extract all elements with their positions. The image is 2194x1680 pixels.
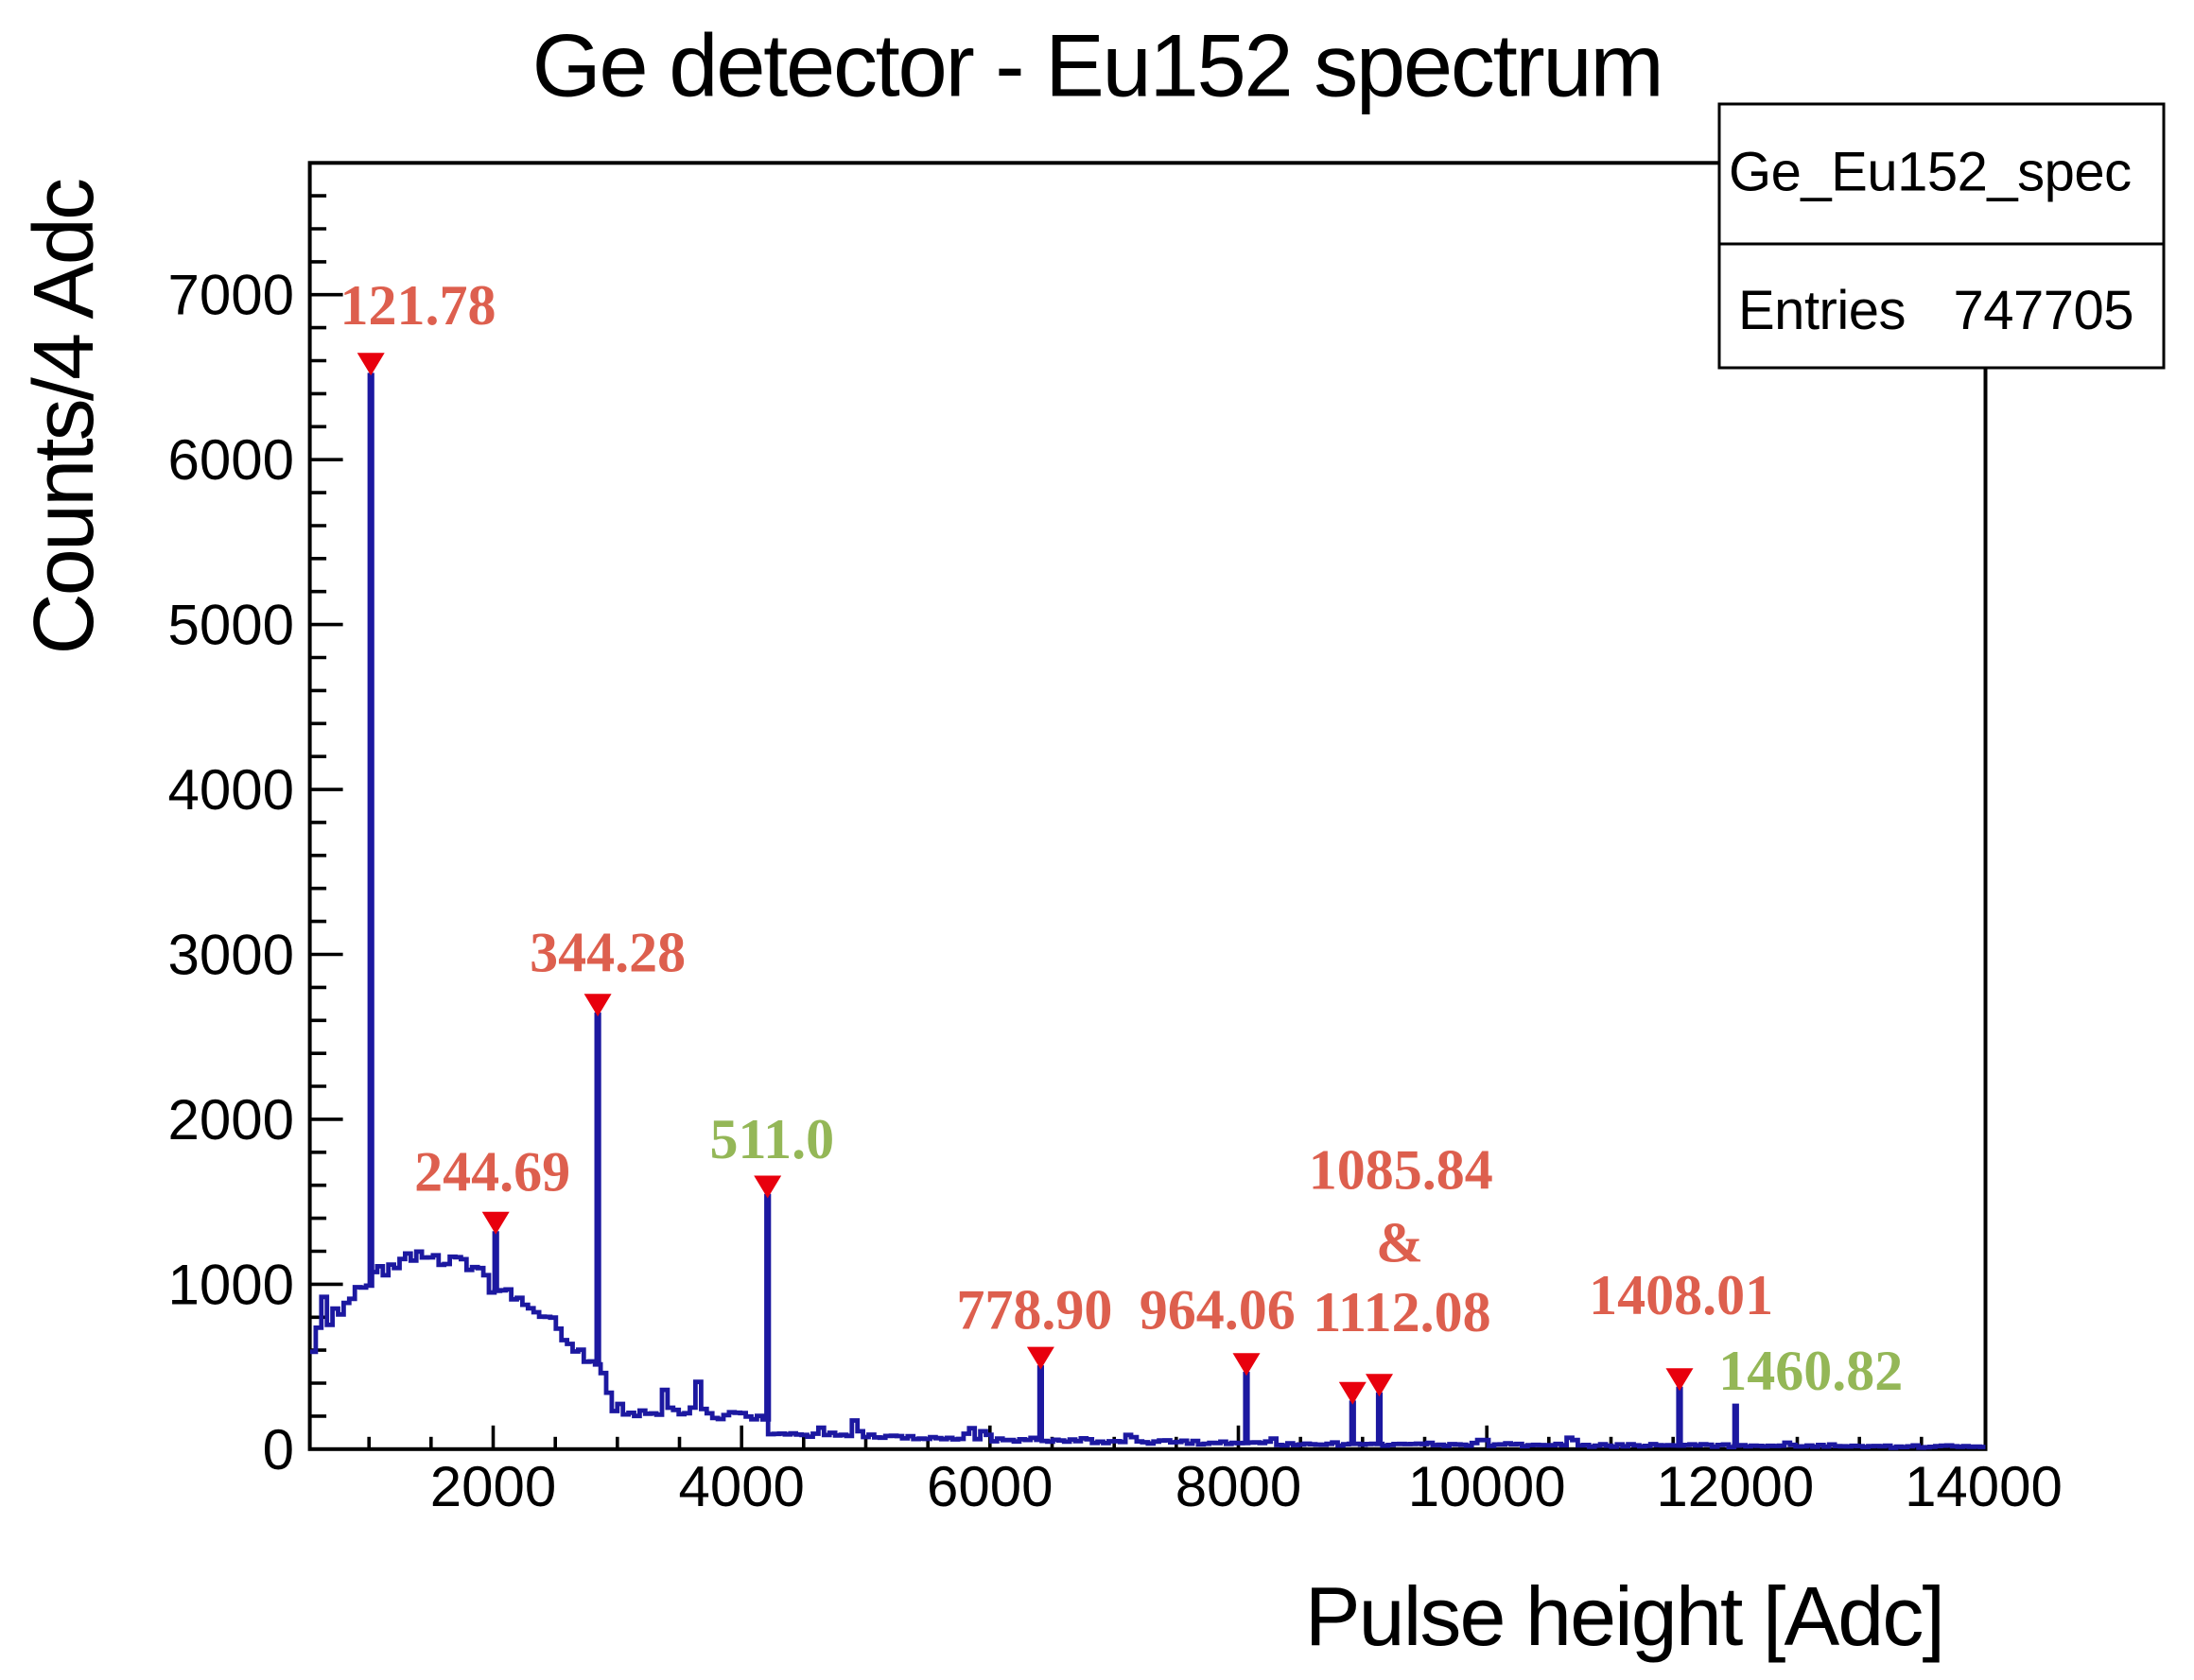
- svg-text:Pulse height [Adc]: Pulse height [Adc]: [1305, 1569, 1943, 1663]
- svg-text:778.90: 778.90: [956, 1279, 1112, 1342]
- svg-text:2000: 2000: [430, 1455, 556, 1518]
- svg-text:Ge_Eu152_spec: Ge_Eu152_spec: [1729, 142, 2132, 203]
- svg-text:6000: 6000: [168, 428, 294, 492]
- svg-text:4000: 4000: [168, 758, 294, 822]
- svg-text:10000: 10000: [1408, 1455, 1566, 1518]
- svg-text:6000: 6000: [927, 1455, 1053, 1518]
- svg-text:244.69: 244.69: [414, 1141, 570, 1204]
- svg-text:Ge detector - Eu152 spectrum: Ge detector - Eu152 spectrum: [532, 16, 1663, 115]
- svg-text:511.0: 511.0: [709, 1108, 834, 1170]
- svg-text:5000: 5000: [168, 594, 294, 657]
- svg-text:964.06: 964.06: [1140, 1279, 1296, 1342]
- svg-text:1000: 1000: [168, 1253, 294, 1316]
- svg-text:121.78: 121.78: [340, 274, 496, 337]
- svg-text:1408.01: 1408.01: [1589, 1264, 1773, 1326]
- svg-text:1112.08: 1112.08: [1313, 1281, 1490, 1343]
- svg-text:1460.82: 1460.82: [1718, 1340, 1903, 1402]
- svg-text:3000: 3000: [168, 924, 294, 987]
- svg-text:14000: 14000: [1905, 1455, 2063, 1518]
- svg-text:&: &: [1376, 1212, 1423, 1274]
- svg-text:344.28: 344.28: [530, 922, 686, 984]
- svg-text:4000: 4000: [678, 1455, 804, 1518]
- svg-text:12000: 12000: [1656, 1455, 1814, 1518]
- svg-text:8000: 8000: [1175, 1455, 1301, 1518]
- svg-text:7000: 7000: [168, 264, 294, 327]
- svg-text:0: 0: [263, 1418, 294, 1481]
- svg-text:Entries: Entries: [1738, 280, 1906, 341]
- svg-text:2000: 2000: [168, 1088, 294, 1152]
- svg-text:1085.84: 1085.84: [1309, 1139, 1493, 1202]
- svg-text:Counts/4 Adc: Counts/4 Adc: [17, 180, 112, 655]
- svg-text:747705: 747705: [1953, 280, 2133, 341]
